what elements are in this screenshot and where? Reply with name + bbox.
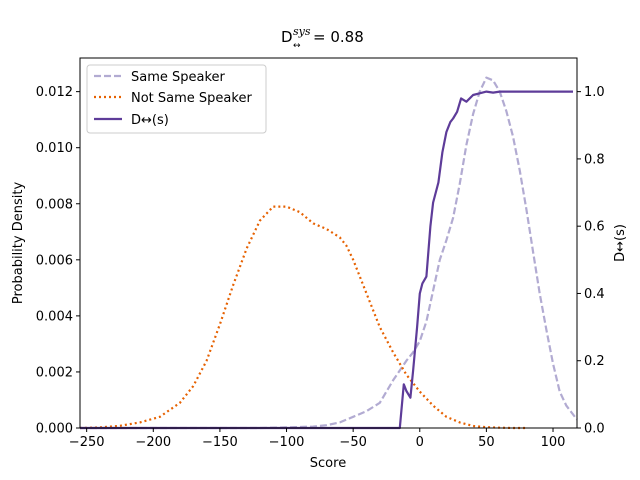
axes-layer: −250 −200 −150 −100 −50 0 50 100 0.000 0.002 0.004…: [36, 57, 605, 450]
y-right-tick-label: 0.0: [584, 422, 605, 437]
y-left-tick-label: 0.000: [36, 422, 73, 437]
title-main: D: [281, 28, 293, 46]
y-right-tick-label: 1.0: [584, 85, 605, 100]
x-tick-label: 0: [416, 435, 424, 450]
x-axis-label: Score: [310, 456, 346, 471]
y-left-tick-label: 0.006: [36, 253, 73, 268]
series-not-same-speaker-line: [79, 205, 527, 430]
legend-label-same-speaker: Same Speaker: [131, 70, 226, 85]
x-tick-label: −250: [69, 435, 105, 450]
chart-title: D sys ↔ = 0.88: [281, 25, 364, 51]
y-axis-left-label: Probability Density: [11, 182, 26, 305]
legend-label-not-same-speaker: Not Same Speaker: [131, 91, 252, 106]
y-left-tick-label: 0.010: [36, 141, 73, 156]
x-tick-label: −100: [269, 435, 305, 450]
y-right-tick-label: 0.4: [584, 287, 605, 302]
series-same-speaker-line: [80, 76, 578, 430]
y-axis-right-label: D↔(s): [613, 224, 628, 262]
legend: Same Speaker Not Same Speaker D↔(s): [86, 64, 267, 134]
y-left-tick-label: 0.002: [36, 365, 73, 380]
y-right-tick-label: 0.8: [584, 152, 605, 167]
title-superscript: sys: [293, 25, 311, 38]
legend-box: [86, 64, 267, 134]
series-d-function-line: [80, 90, 573, 430]
y-right-tick-label: 0.6: [584, 220, 605, 235]
y-left-tick-label: 0.012: [36, 85, 73, 100]
title-value: = 0.88: [313, 28, 364, 46]
x-tick-label: −200: [135, 435, 171, 450]
x-tick-label: 50: [478, 435, 495, 450]
y-left-tick-label: 0.008: [36, 197, 73, 212]
x-tick-label: 100: [541, 435, 566, 450]
series-layer: [79, 76, 578, 430]
x-tick-label: −150: [202, 435, 238, 450]
x-tick-label: −50: [339, 435, 366, 450]
legend-label-d-function: D↔(s): [131, 113, 169, 128]
title-subscript: ↔: [293, 41, 301, 51]
plot-frame: [79, 57, 578, 429]
y-left-tick-label: 0.004: [36, 309, 73, 324]
y-right-tick-label: 0.2: [584, 354, 605, 369]
